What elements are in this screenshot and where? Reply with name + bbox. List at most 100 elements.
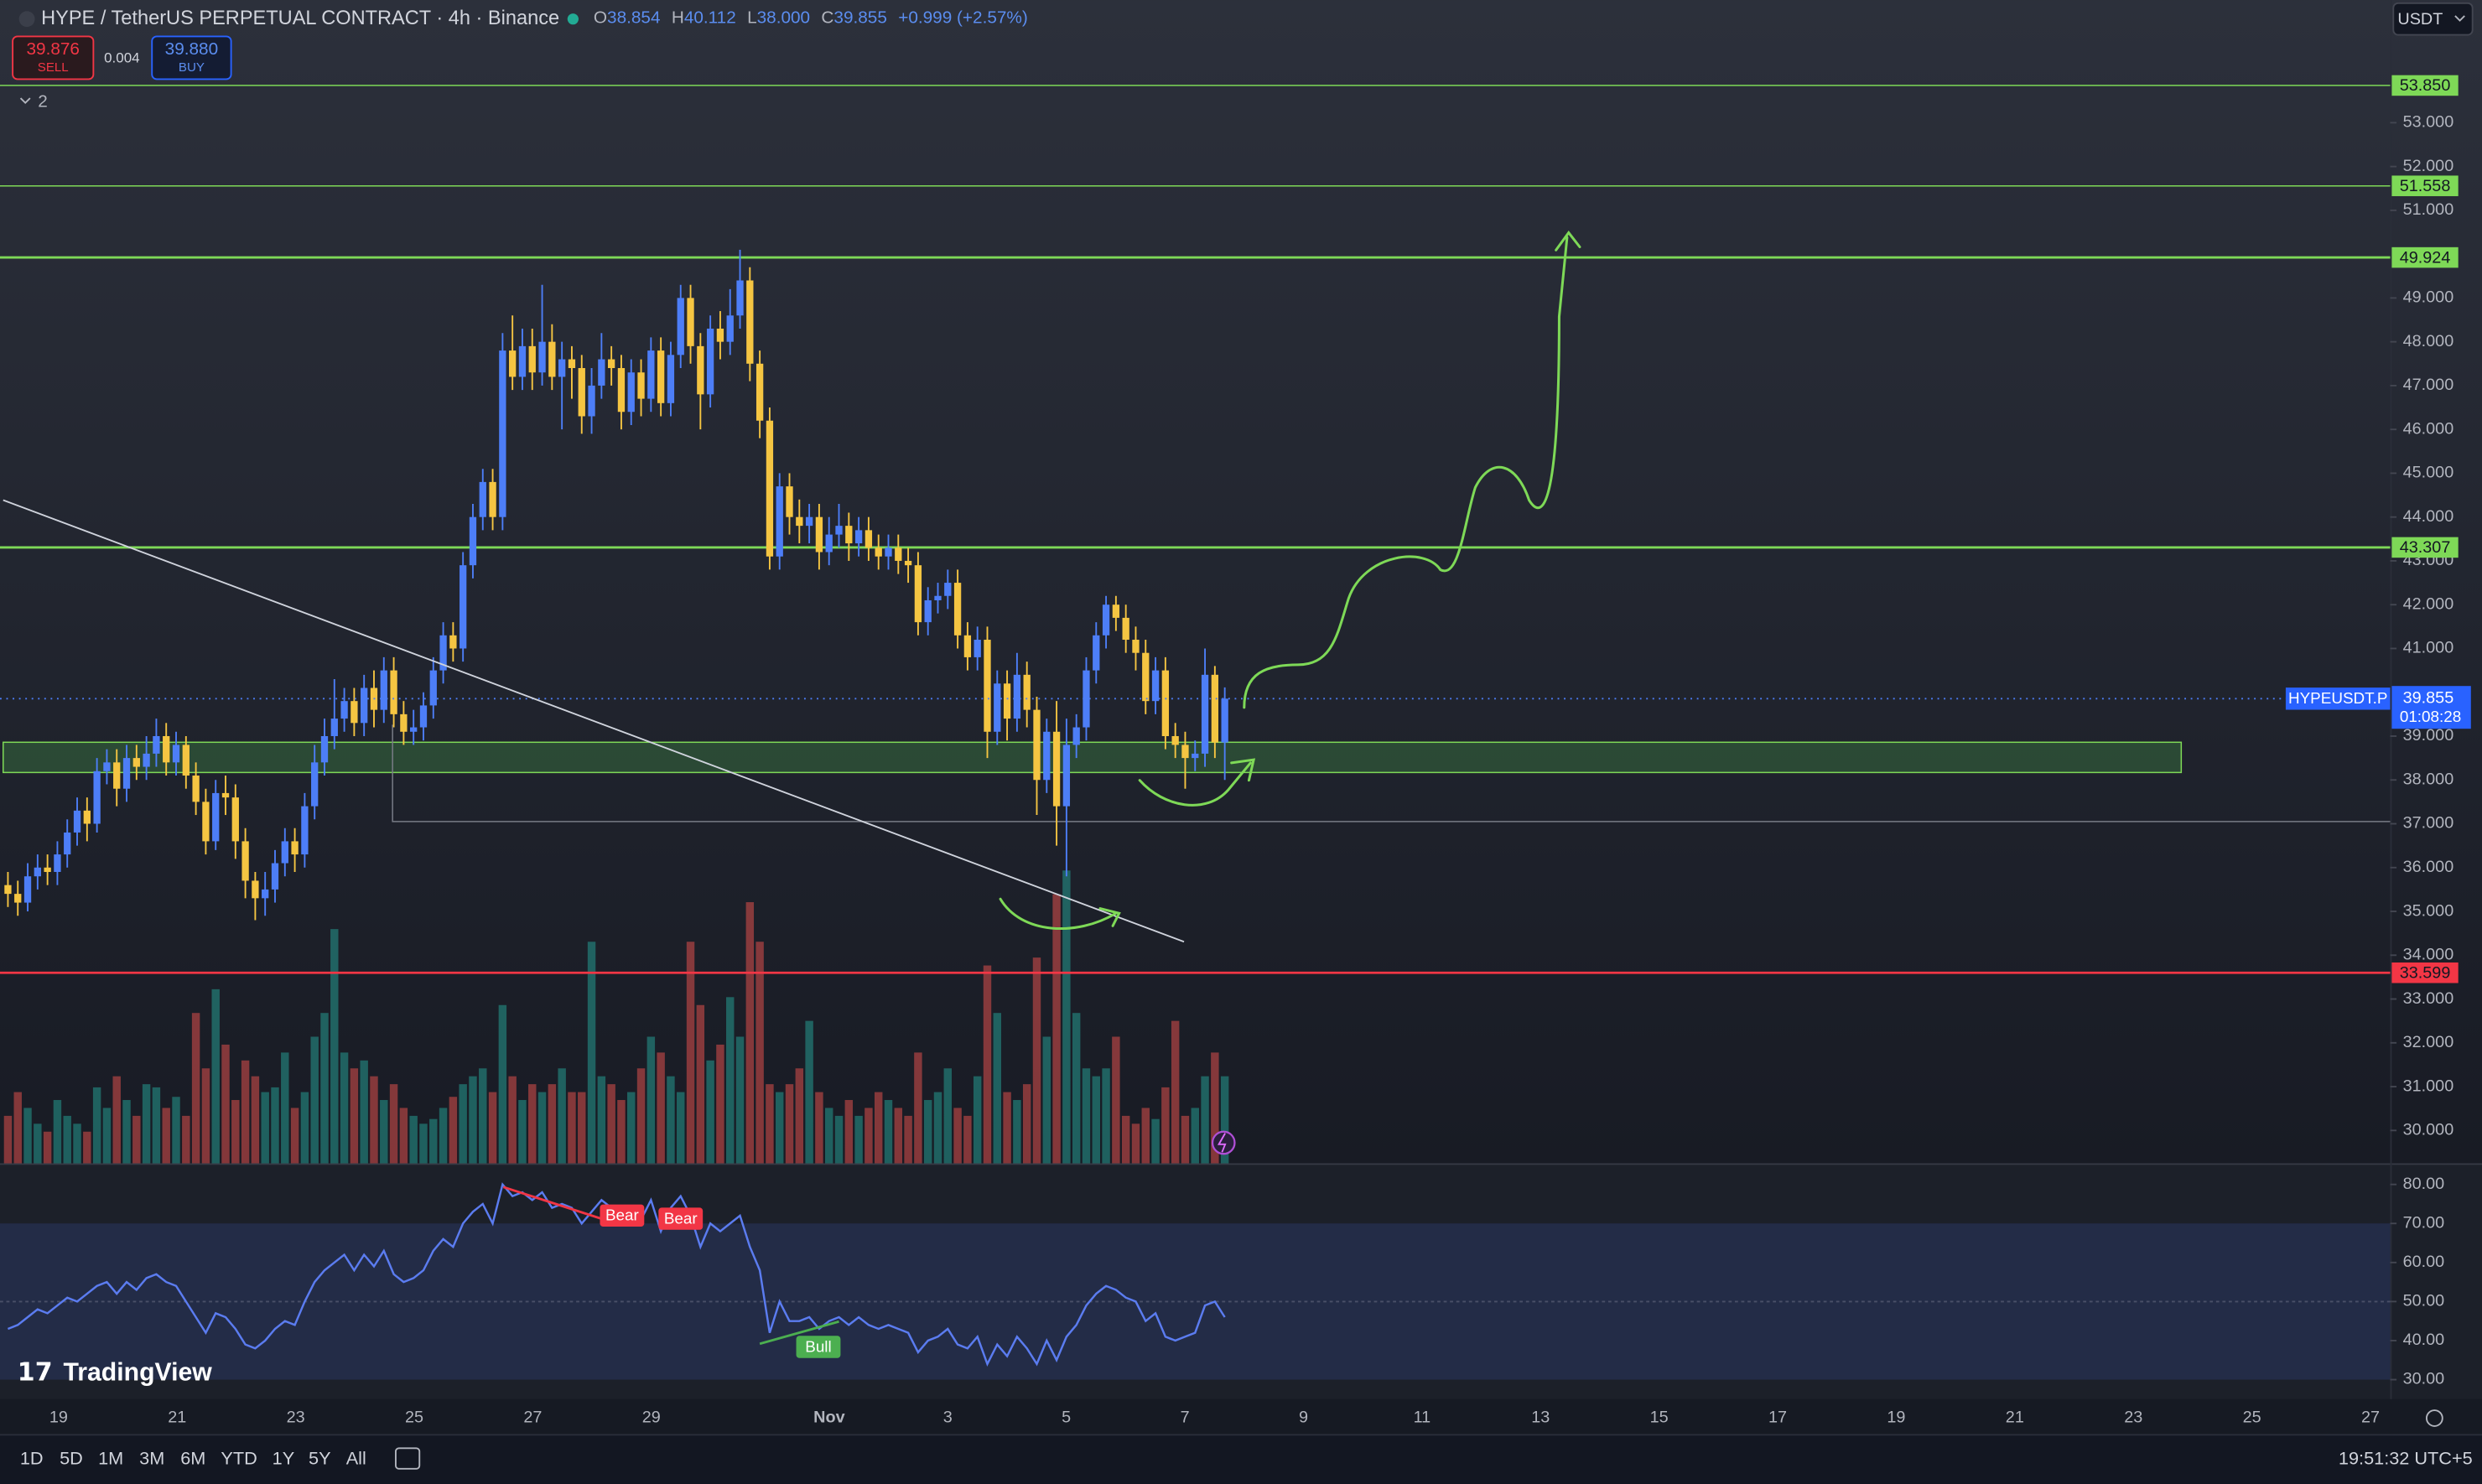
candle-body	[73, 810, 81, 833]
candle-body	[588, 385, 595, 417]
candle-body	[281, 841, 288, 864]
candle-body	[390, 670, 397, 714]
range-button[interactable]: 6M	[180, 1447, 205, 1468]
range-box	[392, 724, 2391, 822]
price-tag-label: 39.855	[2403, 689, 2454, 708]
volume-bar	[162, 1108, 170, 1164]
x-tick-label: 29	[642, 1409, 661, 1427]
volume-bar	[923, 1100, 932, 1164]
symbol-tag	[2285, 688, 2391, 710]
volume-bar	[766, 1084, 774, 1164]
y-tick-label: 31.000	[2403, 1077, 2454, 1095]
candle-body	[132, 758, 140, 767]
y-tick-label: 34.000	[2403, 946, 2454, 964]
volume-bar	[1003, 1092, 1011, 1164]
signal-label: Bull	[805, 1337, 831, 1355]
candle-body	[667, 355, 675, 403]
range-button[interactable]: 3M	[139, 1447, 164, 1468]
volume-bar	[1022, 1084, 1031, 1164]
candle-body	[311, 762, 319, 807]
buy-button[interactable]	[151, 35, 232, 80]
candle-body	[528, 345, 536, 373]
candle-body	[143, 753, 150, 767]
volume-bar	[439, 1108, 448, 1164]
range-button[interactable]: 1Y	[273, 1447, 295, 1468]
volume-bar	[865, 1108, 873, 1164]
volume-bar	[884, 1100, 893, 1164]
candle-body	[153, 735, 160, 754]
alert-icon[interactable]	[1211, 1130, 1236, 1155]
volume-bar	[844, 1100, 854, 1164]
candle-body	[746, 280, 754, 364]
range-button[interactable]: YTD	[221, 1447, 257, 1468]
settings-icon[interactable]	[2425, 1409, 2443, 1427]
rsi-tick-label: 70.00	[2403, 1213, 2445, 1232]
sell-button[interactable]	[12, 35, 95, 80]
candle-body	[974, 640, 981, 657]
volume-bar	[370, 1076, 378, 1164]
volume-bar	[271, 1087, 279, 1164]
volume-bar	[1121, 1115, 1130, 1164]
y-tick-label: 39.000	[2403, 726, 2454, 745]
rsi-tick-label: 40.00	[2403, 1331, 2445, 1349]
level-tag	[2391, 962, 2459, 983]
candle-body	[518, 345, 527, 377]
candle-body	[944, 583, 952, 596]
y-tick-label: 52.000	[2403, 157, 2454, 175]
candle-body	[54, 854, 61, 872]
ohlc-key: L	[747, 8, 757, 28]
spread: 0.004	[104, 49, 139, 65]
x-tick-label: 19	[1887, 1409, 1905, 1427]
candle-body	[1093, 635, 1100, 671]
indicator-count: 2	[38, 91, 48, 111]
candle-body	[429, 670, 437, 706]
range-button[interactable]: 1D	[20, 1447, 44, 1468]
x-tick-label: 5	[1062, 1409, 1071, 1427]
volume-bar	[1092, 1076, 1100, 1164]
candle-body	[361, 688, 368, 724]
candle-body	[1211, 674, 1219, 743]
signal-label: Bear	[605, 1206, 639, 1224]
buy-label: BUY	[179, 60, 205, 75]
volume-bar	[607, 1084, 615, 1164]
candle-body	[904, 560, 912, 566]
volume-bar	[122, 1100, 131, 1164]
y-tick-label: 37.000	[2403, 814, 2454, 833]
volume-bar	[320, 1013, 329, 1164]
volume-bar	[281, 1052, 289, 1164]
candle-body	[400, 713, 408, 732]
arrow-head	[1230, 758, 1256, 782]
volume-bar	[1201, 1076, 1209, 1164]
volume-bar	[409, 1115, 418, 1164]
candle-body	[330, 719, 338, 736]
volume-bar	[1062, 870, 1071, 1164]
candle-body	[1013, 674, 1021, 719]
candle-body	[231, 797, 239, 842]
rsi-tick-label: 80.00	[2403, 1175, 2445, 1193]
volume-bar	[340, 1052, 349, 1164]
candle-body	[1062, 745, 1071, 807]
range-button[interactable]: 1M	[98, 1447, 123, 1468]
candle-body	[776, 486, 783, 557]
candle-body	[1221, 698, 1228, 743]
currency-button[interactable]	[2392, 2, 2474, 36]
date-range-icon[interactable]	[394, 1447, 421, 1470]
range-button[interactable]: All	[346, 1447, 366, 1468]
symbol-title: HYPE / TetherUS PERPETUAL CONTRACT · 4h …	[41, 7, 559, 29]
volume-bar	[3, 1115, 13, 1164]
range-button[interactable]: 5D	[60, 1447, 83, 1468]
volume-bar	[429, 1118, 438, 1164]
x-tick-label: 7	[1181, 1409, 1190, 1427]
candle-body	[934, 595, 942, 600]
range-button[interactable]: 5Y	[309, 1447, 331, 1468]
collapse-icon[interactable]	[19, 97, 31, 105]
candle-body	[122, 758, 131, 789]
arrow-head	[1555, 231, 1581, 252]
candle-body	[113, 762, 121, 789]
candle-body	[163, 735, 170, 763]
candle-body	[1112, 604, 1120, 618]
ohlc-value: 40.112	[684, 8, 736, 28]
volume-bar	[182, 1115, 190, 1164]
x-tick-label: 19	[49, 1409, 68, 1427]
symbol-tag-label: HYPEUSDT.P	[2288, 689, 2387, 707]
